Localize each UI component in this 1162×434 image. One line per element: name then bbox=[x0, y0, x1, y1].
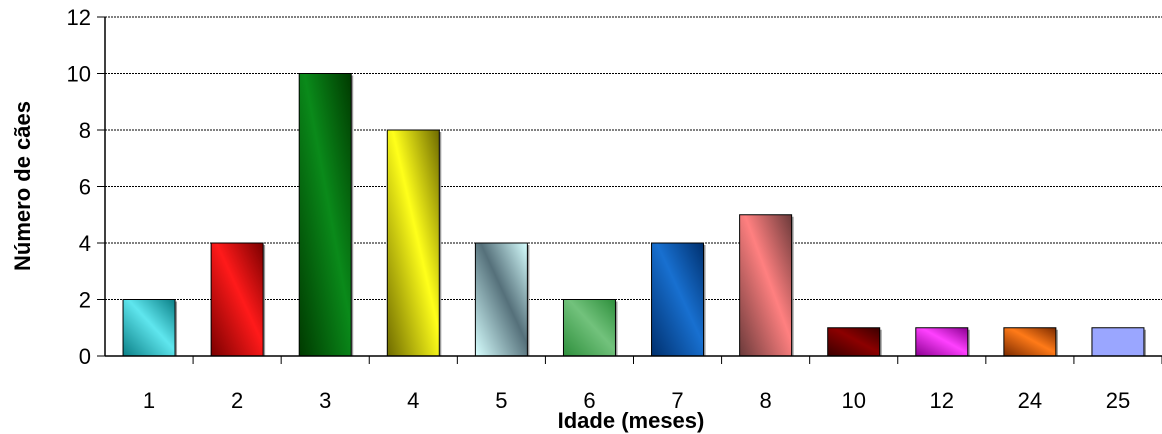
bar-3 bbox=[298, 73, 352, 357]
y-tick-label: 8 bbox=[79, 118, 91, 143]
x-tick-label: 5 bbox=[495, 388, 507, 413]
x-tick-label: 12 bbox=[930, 388, 954, 413]
axes bbox=[97, 16, 1162, 364]
x-tick-label: 8 bbox=[760, 388, 772, 413]
bar-8 bbox=[739, 214, 793, 357]
x-axis-title: Idade (meses) bbox=[558, 408, 705, 433]
x-tick-label: 2 bbox=[231, 388, 243, 413]
bar-7 bbox=[651, 242, 705, 357]
x-tick-label: 25 bbox=[1106, 388, 1130, 413]
x-tick-label: 4 bbox=[407, 388, 419, 413]
y-tick-label: 0 bbox=[79, 344, 91, 369]
y-tick-label: 12 bbox=[67, 5, 91, 30]
bar-2 bbox=[210, 242, 264, 357]
bar-12 bbox=[915, 327, 969, 357]
y-tick-label: 2 bbox=[79, 288, 91, 313]
y-tick-label: 6 bbox=[79, 175, 91, 200]
bar-24 bbox=[1003, 327, 1057, 357]
bar-10 bbox=[827, 327, 881, 357]
y-axis-title: Número de cães bbox=[10, 101, 35, 271]
x-tick-label: 3 bbox=[319, 388, 331, 413]
x-tick-label: 6 bbox=[583, 388, 595, 413]
x-tick-labels: 1 2 3 4 5 6 7 8 10 12 24 25 bbox=[143, 388, 1130, 413]
x-tick-label: 1 bbox=[143, 388, 155, 413]
y-tick-label: 10 bbox=[67, 62, 91, 87]
bar-25 bbox=[1091, 327, 1145, 357]
x-tick-label: 24 bbox=[1018, 388, 1042, 413]
y-tick-label: 4 bbox=[79, 231, 91, 256]
x-tick-label: 10 bbox=[841, 388, 865, 413]
bar-4 bbox=[386, 129, 440, 357]
bar-6 bbox=[562, 299, 616, 357]
bar-1 bbox=[122, 299, 176, 357]
y-tick-labels: 0 2 4 6 8 10 12 bbox=[67, 5, 91, 369]
bars bbox=[122, 73, 1146, 357]
gridlines bbox=[105, 16, 1162, 300]
bar-5 bbox=[474, 242, 528, 357]
x-tick-label: 7 bbox=[671, 388, 683, 413]
